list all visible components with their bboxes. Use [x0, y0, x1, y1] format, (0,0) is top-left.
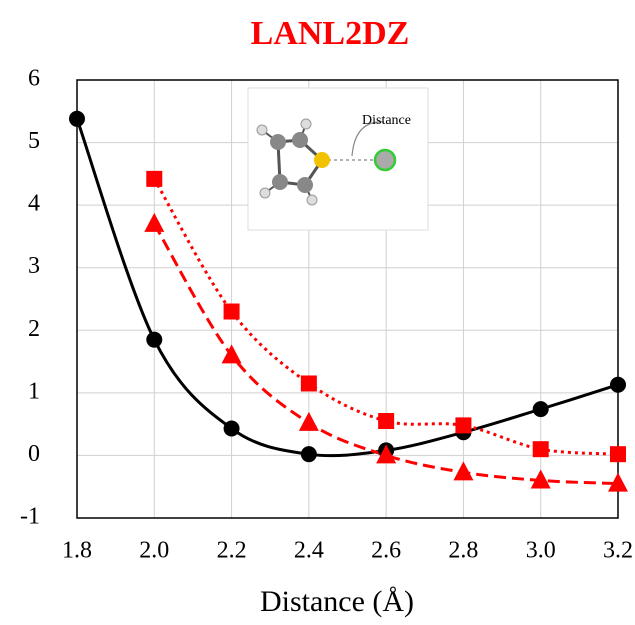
marker [378, 413, 394, 429]
y-tick-label: 1 [28, 378, 40, 404]
annotation: Distance [362, 113, 411, 128]
x-axis-label: Distance (Å) [260, 585, 414, 618]
y-tick-label: 3 [28, 253, 40, 279]
marker [69, 111, 85, 127]
x-tick-label: 2.8 [448, 538, 478, 564]
marker [224, 304, 240, 320]
marker [610, 377, 626, 393]
x-tick-label: 2.6 [371, 538, 401, 564]
y-tick-label: -1 [20, 504, 40, 530]
marker [453, 461, 473, 480]
chart: LANL2DZ Distance (Å) Distance -1 0 1 2 3 4 5 6 1… [0, 0, 635, 625]
chart-title: LANL2DZ [251, 15, 410, 52]
y-tick-label: 4 [28, 191, 40, 217]
inset-box [248, 88, 428, 230]
x-tick-label: 2.2 [217, 538, 247, 564]
marker [146, 332, 162, 348]
y-tick-label: 2 [28, 316, 40, 342]
x-tick-label: 2.0 [139, 538, 169, 564]
marker [533, 401, 549, 417]
marker [222, 344, 242, 363]
y-tick-label: 5 [28, 128, 40, 154]
marker [610, 446, 626, 462]
marker [533, 441, 549, 457]
marker [146, 171, 162, 187]
y-tick-label: 6 [28, 66, 40, 92]
x-tick-label: 3.0 [526, 538, 556, 564]
x-tick-label: 1.8 [62, 538, 92, 564]
marker [301, 446, 317, 462]
x-tick-label: 2.4 [294, 538, 324, 564]
marker [224, 421, 240, 437]
marker [301, 375, 317, 391]
marker [144, 213, 164, 232]
marker [455, 417, 471, 433]
y-tick-label: 0 [28, 441, 40, 467]
inset: Distance [248, 88, 428, 230]
x-tick-label: 3.2 [603, 538, 633, 564]
marker [299, 412, 319, 431]
